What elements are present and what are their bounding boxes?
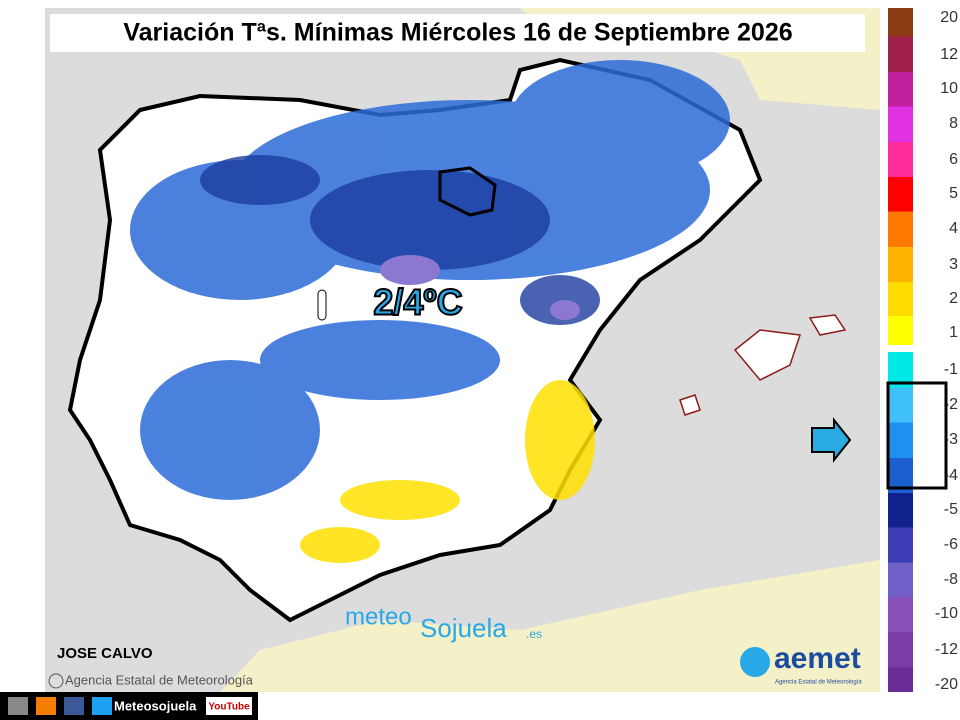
youtube-bg [206, 697, 252, 715]
legend-swatch [888, 316, 913, 345]
legend-label: -6 [944, 536, 958, 553]
blogger-icon [36, 697, 56, 715]
legend-label: 12 [940, 46, 958, 63]
legend-swatch [888, 106, 913, 142]
legend-label: 3 [949, 256, 958, 273]
legend-swatch [888, 527, 913, 563]
legend-label: 10 [940, 80, 958, 97]
map [45, 8, 880, 692]
legend-label: -12 [935, 641, 958, 658]
copyright-icon [48, 673, 64, 689]
mallorca [733, 329, 802, 381]
legend-label: -8 [944, 571, 958, 588]
africa [220, 560, 880, 692]
legend-label: -5 [944, 501, 958, 518]
legend-swatch [888, 142, 913, 177]
footer-handle: Meteosojuela [114, 698, 197, 713]
logo-name: aemet [774, 642, 861, 675]
menorca [808, 314, 847, 336]
legend-swatch [888, 632, 913, 668]
title: Variación Tªs. Mínimas Miércoles 16 de S… [123, 19, 792, 47]
colder-areas [200, 155, 600, 325]
legend-swatch [888, 562, 913, 597]
legend-label: 8 [949, 115, 958, 132]
legend-label: 5 [949, 185, 958, 202]
legend-swatch [888, 282, 913, 316]
logo-icon [740, 647, 770, 677]
logo-subtitle: Agencia Estatal de Meteorología [775, 680, 862, 686]
watermark-3: .es [526, 627, 542, 641]
legend-label: 4 [949, 220, 958, 237]
watermark-1: meteo [345, 603, 412, 630]
legend-swatch [888, 493, 913, 528]
watermark-2: Sojuela [420, 613, 507, 643]
youtube-label: YouTube [208, 702, 250, 713]
legend-label: -10 [935, 605, 958, 622]
legend-swatch [888, 667, 913, 692]
arrow-icon [811, 417, 852, 463]
legend-swatch [888, 211, 913, 247]
coldest-areas [380, 255, 580, 320]
legend-swatch [888, 247, 913, 282]
legend-label: 2 [949, 290, 958, 307]
legend-highlight [886, 381, 948, 490]
legend-swatch [888, 8, 913, 37]
legend-label: -1 [944, 361, 958, 378]
ibiza [679, 394, 701, 416]
annotation: 2/4ºC [373, 282, 462, 323]
legend-swatch [888, 177, 913, 212]
legend-swatch [888, 36, 913, 72]
instagram-icon [8, 697, 28, 715]
legend-swatch [888, 72, 913, 107]
legend-swatch [888, 387, 913, 423]
author: JOSE CALVO [57, 645, 153, 662]
title-bg [50, 14, 865, 52]
legend-label: 20 [940, 9, 958, 26]
legend-label: 1 [949, 324, 958, 341]
la-rioja [438, 166, 497, 217]
thermometer-icon [317, 289, 327, 321]
facebook-icon [64, 697, 84, 715]
legend-label: -20 [935, 676, 958, 693]
legend-label: 6 [949, 151, 958, 168]
legend-swatch [888, 422, 913, 458]
twitter-icon [92, 697, 112, 715]
credit: Agencia Estatal de Meteorología [65, 672, 254, 687]
legend-swatch [888, 597, 913, 632]
